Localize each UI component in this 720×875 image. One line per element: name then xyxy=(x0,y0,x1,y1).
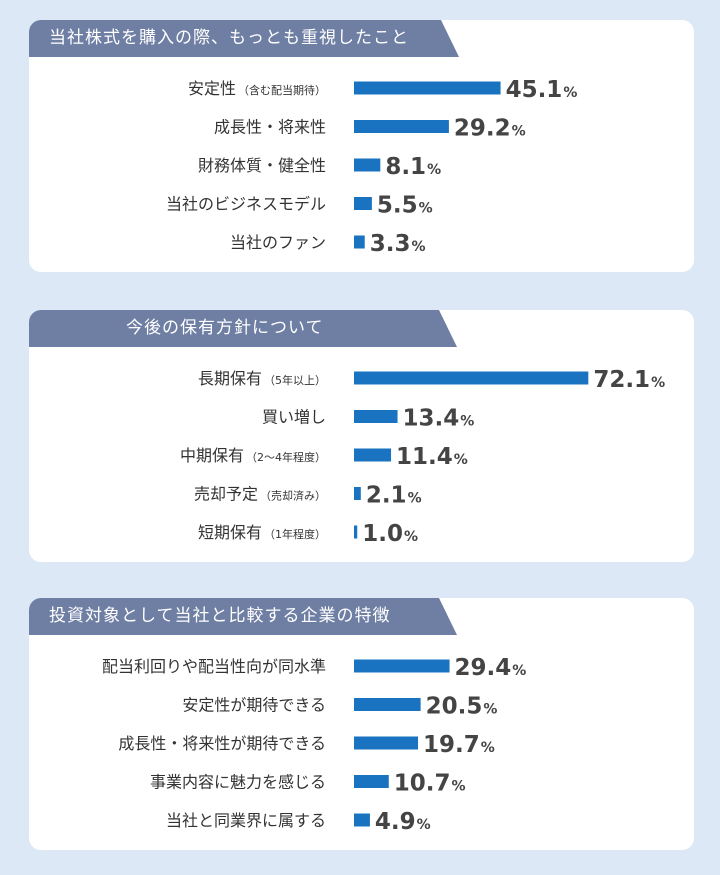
category-label: 当社のファン xyxy=(230,233,326,252)
bar xyxy=(354,448,392,462)
value-label: 5.5% xyxy=(377,193,433,219)
category-label: 売却予定 （売却済み） xyxy=(194,485,326,504)
bar xyxy=(354,158,381,172)
category-label: 配当利回りや配当性向が同水準 xyxy=(102,657,326,676)
category-label: 成長性・将来性が期待できる xyxy=(118,734,326,753)
value-label: 29.4% xyxy=(455,655,527,681)
value-label: 4.9% xyxy=(375,809,431,835)
category-label: 短期保有 （1年程度） xyxy=(198,523,326,542)
chart-title: 投資対象として当社と比較する企業の特徴 xyxy=(29,598,457,635)
category-label: 安定性 （含む配当期待） xyxy=(188,79,326,98)
bar xyxy=(354,81,501,95)
value-label: 2.1% xyxy=(366,483,422,509)
category-label: 長期保有 （5年以上） xyxy=(198,369,326,388)
chart-panel-comparison-companies: 投資対象として当社と比較する企業の特徴 配当利回りや配当性向が同水準 29.4% 安… xyxy=(29,598,694,850)
chart-svg: 長期保有 （5年以上） 72.1% 買い増し 13.4% 中期保有 （2～4年程度） 11.4… xyxy=(180,367,665,547)
category-label: 当社のビジネスモデル xyxy=(166,195,326,214)
category-label: 買い増し xyxy=(262,408,326,427)
value-label: 8.1% xyxy=(385,154,441,180)
value-label: 20.5% xyxy=(426,694,498,720)
chart-title: 今後の保有方針について xyxy=(29,310,457,347)
bar xyxy=(354,659,450,673)
value-label: 19.7% xyxy=(423,732,495,758)
bar xyxy=(354,410,398,423)
bar xyxy=(354,487,361,500)
category-label: 中期保有 （2～4年程度） xyxy=(180,446,326,465)
chart-panel-purchase-priority: 当社株式を購入の際、もっとも重視したこと 安定性 （含む配当期待） 45.1% 成長性… xyxy=(29,20,694,272)
bar xyxy=(354,120,449,133)
chart-panel-holding-policy: 今後の保有方針について 長期保有 （5年以上） 72.1% 買い増し 13.4% 中期保有… xyxy=(29,310,694,562)
bar xyxy=(354,736,419,750)
value-label: 3.3% xyxy=(370,231,426,257)
bar xyxy=(354,525,358,539)
value-label: 11.4% xyxy=(396,444,468,470)
category-label: 成長性・将来性 xyxy=(214,118,326,137)
value-label: 29.2% xyxy=(454,116,526,142)
chart-svg: 配当利回りや配当性向が同水準 29.4% 安定性が期待できる 20.5% 成長性・将来性… xyxy=(102,655,527,835)
value-label: 45.1% xyxy=(506,77,578,103)
category-label: 財務体質・健全性 xyxy=(198,156,326,175)
chart-title: 当社株式を購入の際、もっとも重視したこと xyxy=(29,20,459,57)
value-label: 10.7% xyxy=(394,771,466,797)
category-label: 当社と同業界に属する xyxy=(166,811,326,830)
bar xyxy=(354,775,389,788)
value-label: 72.1% xyxy=(593,367,665,393)
bar xyxy=(354,235,365,249)
value-label: 13.4% xyxy=(403,406,475,432)
category-label: 安定性が期待できる xyxy=(182,696,326,715)
category-label: 事業内容に魅力を感じる xyxy=(150,773,326,792)
bar xyxy=(354,813,370,827)
chart-svg: 安定性 （含む配当期待） 45.1% 成長性・将来性 29.2% 財務体質・健全性 8.1%… xyxy=(166,77,578,257)
value-label: 1.0% xyxy=(362,521,418,547)
bar xyxy=(354,698,421,711)
bar xyxy=(354,371,589,385)
bar xyxy=(354,197,372,210)
